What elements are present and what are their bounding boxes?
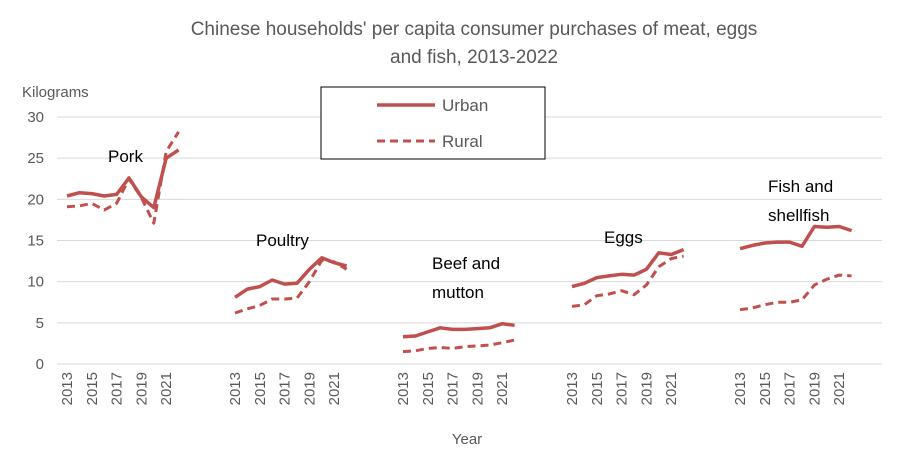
group-annotation: Beef and (432, 254, 500, 273)
x-tick-label: 2015 (757, 372, 774, 405)
x-tick-label: 2013 (395, 372, 412, 405)
legend-rural-label: Rural (442, 132, 483, 151)
x-tick-label: 2017 (445, 372, 462, 405)
series-line-rural (234, 258, 348, 315)
y-tick-label: 0 (36, 356, 44, 373)
x-tick-label: 2021 (158, 372, 175, 405)
x-tick-label: 2017 (109, 372, 126, 405)
y-tick-label: 10 (27, 274, 44, 291)
x-tick-label: 2021 (831, 372, 848, 405)
x-tick-label: 2017 (277, 372, 294, 405)
x-tick-label: 2021 (494, 372, 511, 405)
chart-title-line-2: and fish, 2013-2022 (390, 47, 558, 68)
y-tick-label: 20 (27, 191, 44, 208)
x-tick-label: 2015 (252, 372, 269, 405)
x-tick-label: 2013 (227, 372, 244, 405)
series-lines (66, 131, 853, 354)
legend-box (320, 86, 546, 160)
x-tick-label: 2013 (564, 372, 581, 405)
x-axis-label: Year (452, 431, 482, 448)
legend: Urban Rural (320, 86, 546, 160)
x-tick-label: 2017 (614, 372, 631, 405)
group-annotation: Pork (108, 147, 143, 166)
x-tick-label: 2019 (301, 372, 318, 405)
x-axis-ticks: 2013 2015 2017 2019 2021 2013 2015 2017 2019 2021… (59, 372, 848, 405)
group-annotation: Poultry (256, 231, 309, 250)
y-axis-label: Kilograms (22, 84, 89, 101)
group-annotation: mutton (432, 283, 484, 302)
x-tick-label: 2017 (782, 372, 799, 405)
group-annotation: shellfish (768, 206, 829, 225)
y-tick-label: 25 (27, 150, 44, 167)
group-annotation: Fish and (768, 177, 833, 196)
x-tick-label: 2021 (663, 372, 680, 405)
x-tick-label: 2015 (420, 372, 437, 405)
group-annotations: Pork Poultry Beef and mutton Eggs Fish and she… (108, 147, 833, 302)
series-line-rural (402, 338, 515, 354)
y-axis-ticks: 0 5 10 15 20 25 30 (27, 109, 44, 373)
x-tick-label: 2019 (806, 372, 823, 405)
x-tick-label: 2019 (638, 372, 655, 405)
series-line-rural (571, 254, 684, 308)
x-tick-label: 2021 (326, 372, 343, 405)
group-annotation: Eggs (604, 228, 643, 247)
series-line-rural (66, 131, 180, 225)
series-line-urban (234, 256, 348, 299)
x-tick-label: 2013 (732, 372, 749, 405)
series-line-urban (402, 321, 515, 339)
x-tick-label: 2013 (59, 372, 76, 405)
y-tick-label: 30 (27, 109, 44, 126)
x-tick-label: 2019 (469, 372, 486, 405)
y-tick-label: 15 (27, 233, 44, 250)
series-line-urban (739, 224, 853, 251)
series-line-urban (66, 148, 180, 210)
series-line-rural (739, 273, 852, 312)
x-tick-label: 2015 (84, 372, 101, 405)
legend-urban-label: Urban (442, 96, 488, 115)
chart-title-line-1: Chinese households' per capita consumer … (191, 19, 758, 40)
x-tick-label: 2019 (133, 372, 150, 405)
series-line-urban (571, 247, 685, 289)
x-tick-label: 2015 (589, 372, 606, 405)
y-tick-label: 5 (36, 315, 44, 332)
